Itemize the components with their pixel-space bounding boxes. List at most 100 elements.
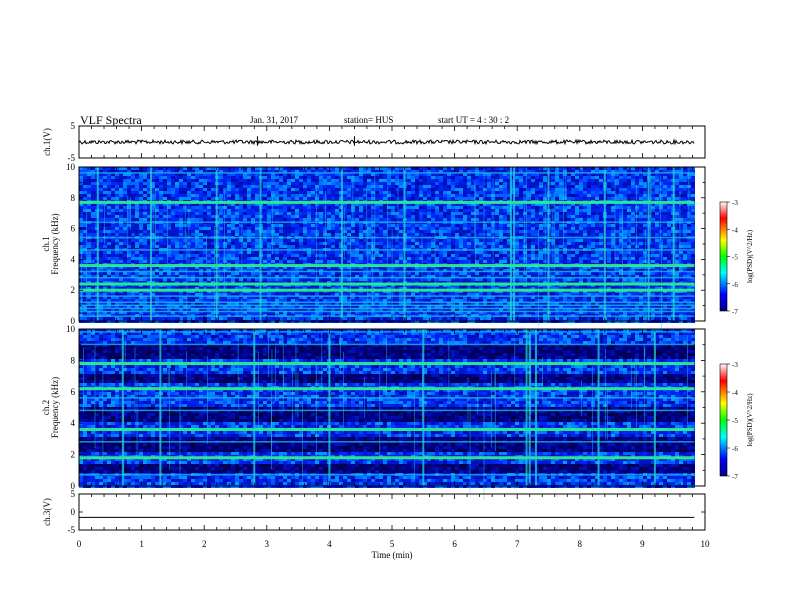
heatmap-cell bbox=[247, 230, 251, 233]
heatmap-cell bbox=[363, 233, 367, 236]
heatmap-cell bbox=[687, 260, 691, 263]
heatmap-cell bbox=[247, 254, 251, 257]
heatmap-cell bbox=[171, 251, 175, 254]
heatmap-cell bbox=[323, 227, 327, 230]
heatmap-cell bbox=[511, 224, 515, 227]
heatmap-cell bbox=[363, 218, 367, 221]
heatmap-cell bbox=[323, 206, 327, 209]
heatmap-cell bbox=[315, 206, 319, 209]
heatmap-cell bbox=[87, 242, 91, 245]
heatmap-cell bbox=[103, 173, 107, 176]
heatmap-cell bbox=[435, 203, 439, 206]
heatmap-cell bbox=[179, 215, 183, 218]
heatmap-cell bbox=[111, 170, 115, 173]
heatmap-cell bbox=[191, 227, 195, 230]
heatmap-cell bbox=[567, 182, 571, 185]
heatmap-cell bbox=[151, 257, 155, 260]
heatmap-cell bbox=[591, 230, 595, 233]
heatmap-cell bbox=[423, 191, 427, 194]
heatmap-cell bbox=[307, 206, 311, 209]
heatmap-cell bbox=[279, 230, 283, 233]
heatmap-cell bbox=[255, 209, 259, 212]
heatmap-cell bbox=[519, 194, 523, 197]
heatmap-cell bbox=[287, 251, 291, 254]
heatmap-cell bbox=[535, 251, 539, 254]
heatmap-cell bbox=[323, 257, 327, 260]
heatmap-cell bbox=[159, 176, 163, 179]
heatmap-cell bbox=[235, 197, 239, 200]
heatmap-cell bbox=[175, 182, 179, 185]
heatmap-cell bbox=[663, 170, 667, 173]
heatmap-cell bbox=[123, 245, 127, 248]
heatmap-cell bbox=[139, 233, 143, 236]
heatmap-cell bbox=[223, 206, 227, 209]
heatmap-cell bbox=[111, 209, 115, 212]
heatmap-cell bbox=[663, 197, 667, 200]
heatmap-cell bbox=[567, 167, 571, 170]
heatmap-cell bbox=[471, 251, 475, 254]
heatmap-cell bbox=[363, 227, 367, 230]
heatmap-cell bbox=[107, 197, 111, 200]
heatmap-cell bbox=[391, 257, 395, 260]
heatmap-cell bbox=[411, 230, 415, 233]
heatmap-cell bbox=[299, 197, 303, 200]
heatmap-cell bbox=[499, 194, 503, 197]
heatmap-cell bbox=[279, 227, 283, 230]
heatmap-cell bbox=[127, 203, 131, 206]
heatmap-cell bbox=[499, 212, 503, 215]
heatmap-cell bbox=[395, 239, 399, 242]
heatmap-cell bbox=[539, 212, 543, 215]
heatmap-cell bbox=[179, 170, 183, 173]
heatmap-cell bbox=[315, 194, 319, 197]
heatmap-cell bbox=[163, 167, 167, 170]
heatmap-cell bbox=[203, 185, 207, 188]
heatmap-cell bbox=[587, 251, 591, 254]
heatmap-cell bbox=[663, 251, 667, 254]
heatmap-cell bbox=[591, 206, 595, 209]
heatmap-cell bbox=[447, 227, 451, 230]
heatmap-cell bbox=[467, 185, 471, 188]
heatmap-cell bbox=[203, 209, 207, 212]
heatmap-cell bbox=[131, 167, 135, 170]
heatmap-cell bbox=[439, 179, 443, 182]
heatmap-cell bbox=[295, 203, 299, 206]
heatmap-cell bbox=[139, 170, 143, 173]
heatmap-cell bbox=[611, 179, 615, 182]
heatmap-cell bbox=[571, 173, 575, 176]
heatmap-cell bbox=[447, 203, 451, 206]
heatmap-cell bbox=[499, 224, 503, 227]
heatmap-cell bbox=[207, 242, 211, 245]
heatmap-cell bbox=[471, 233, 475, 236]
heatmap-cell bbox=[423, 227, 427, 230]
heatmap-cell bbox=[691, 197, 695, 200]
heatmap-cell bbox=[131, 212, 135, 215]
heatmap-cell bbox=[275, 173, 279, 176]
heatmap-cell bbox=[471, 212, 475, 215]
heatmap-cell bbox=[535, 230, 539, 233]
heatmap-cell bbox=[499, 206, 503, 209]
heatmap-cell bbox=[635, 185, 639, 188]
heatmap-cell bbox=[439, 191, 443, 194]
heatmap-cell bbox=[539, 206, 543, 209]
heatmap-cell bbox=[371, 215, 375, 218]
heatmap-cell bbox=[679, 257, 683, 260]
heatmap-cell bbox=[499, 230, 503, 233]
heatmap-cell bbox=[107, 242, 111, 245]
heatmap-cell bbox=[627, 179, 631, 182]
heatmap-cell bbox=[343, 224, 347, 227]
heatmap-cell bbox=[467, 194, 471, 197]
heatmap-cell bbox=[275, 191, 279, 194]
heatmap-cell bbox=[507, 203, 511, 206]
heatmap-cell bbox=[231, 257, 235, 260]
heatmap-cell bbox=[679, 176, 683, 179]
heatmap-cell bbox=[595, 257, 599, 260]
heatmap-cell bbox=[435, 191, 439, 194]
heatmap-cell bbox=[519, 176, 523, 179]
heatmap-cell bbox=[119, 227, 123, 230]
heatmap-cell bbox=[203, 206, 207, 209]
heatmap-cell bbox=[411, 251, 415, 254]
heatmap-cell bbox=[431, 203, 435, 206]
heatmap-cell bbox=[667, 260, 671, 263]
heatmap-cell bbox=[335, 233, 339, 236]
heatmap-cell bbox=[167, 167, 171, 170]
